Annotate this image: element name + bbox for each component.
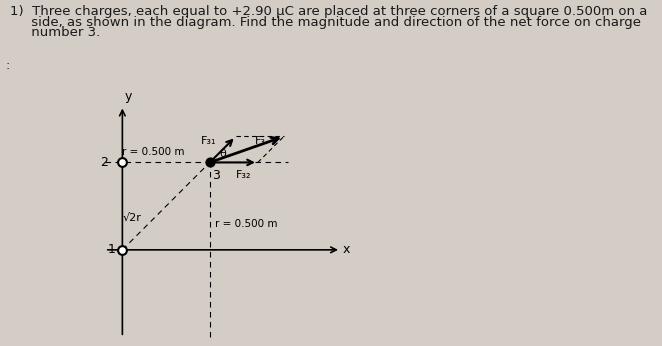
Point <box>117 160 128 165</box>
Text: F₃₁: F₃₁ <box>201 136 216 146</box>
Text: θ: θ <box>219 149 226 159</box>
Text: side, as shown in the diagram. Find the magnitude and direction of the net force: side, as shown in the diagram. Find the … <box>10 16 641 29</box>
Text: r = 0.500 m: r = 0.500 m <box>122 147 184 157</box>
Text: 2: 2 <box>101 156 117 169</box>
Point <box>205 160 215 165</box>
Text: 3: 3 <box>213 169 220 182</box>
Text: F₃: F₃ <box>255 136 266 146</box>
Text: x: x <box>343 243 350 256</box>
Text: √2r: √2r <box>123 213 142 223</box>
Text: number 3.: number 3. <box>10 26 100 39</box>
Text: 1)  Three charges, each equal to +2.90 μC are placed at three corners of a squar: 1) Three charges, each equal to +2.90 μC… <box>10 5 647 18</box>
Text: r = 0.500 m: r = 0.500 m <box>215 219 277 229</box>
Point <box>117 247 128 253</box>
Text: y: y <box>124 90 132 103</box>
Text: 1: 1 <box>108 243 116 256</box>
Text: F₃₂: F₃₂ <box>236 170 252 180</box>
Text: :: : <box>5 59 9 72</box>
